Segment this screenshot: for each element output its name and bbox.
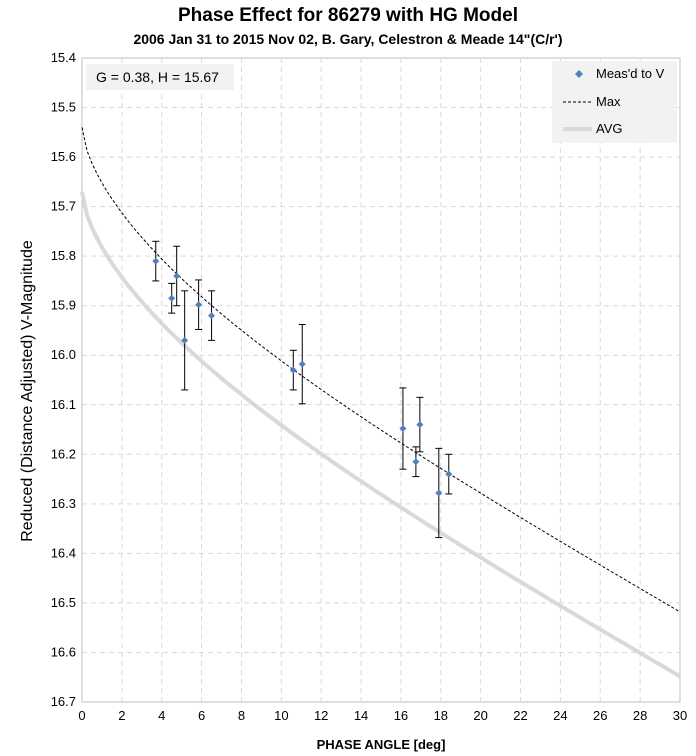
data-point: [399, 425, 407, 433]
chart-subtitle: 2006 Jan 31 to 2015 Nov 02, B. Gary, Cel…: [133, 31, 563, 47]
avg-curve: [80, 191, 682, 679]
y-tick-label: 16.0: [51, 347, 76, 362]
x-tick-labels: 0 2 4 6 8 10 12 14 16 18 20 22 24 26 28 30: [78, 708, 687, 723]
y-tick-label: 15.9: [51, 298, 76, 313]
y-axis-label: Reduced (Distance Adjusted) V-Magnitude: [19, 240, 36, 542]
x-tick-label: 4: [158, 708, 165, 723]
legend-label-measured: Meas'd to V: [596, 66, 665, 81]
y-tick-label: 16.7: [51, 694, 76, 709]
legend-marker-icon: [575, 70, 583, 78]
x-axis-label: PHASE ANGLE [deg]: [317, 737, 446, 752]
legend-label-max: Max: [596, 94, 621, 109]
data-point: [195, 301, 203, 309]
x-tick-label: 18: [434, 708, 448, 723]
grid-lines: [82, 58, 680, 702]
x-tick-label: 10: [274, 708, 288, 723]
data-point: [168, 294, 176, 302]
x-tick-label: 24: [553, 708, 567, 723]
y-tick-label: 16.5: [51, 595, 76, 610]
y-tick-label: 16.3: [51, 496, 76, 511]
data-points: [152, 240, 453, 539]
y-tick-label: 15.4: [51, 50, 76, 65]
x-tick-label: 22: [513, 708, 527, 723]
chart-title: Phase Effect for 86279 with HG Model: [178, 5, 518, 26]
y-tick-label: 15.7: [51, 199, 76, 214]
x-tick-label: 2: [118, 708, 125, 723]
y-tick-label: 15.8: [51, 248, 76, 263]
y-tick-labels: 15.4 15.5 15.6 15.7 15.8 15.9 16.0 16.1 16.2 16.3…: [51, 50, 76, 709]
data-point: [181, 336, 189, 344]
data-point: [435, 489, 443, 497]
x-tick-label: 28: [633, 708, 647, 723]
data-point: [208, 312, 216, 320]
x-tick-label: 14: [354, 708, 368, 723]
curves: [80, 127, 682, 679]
data-point: [298, 360, 306, 368]
data-point: [289, 366, 297, 374]
data-point: [173, 272, 181, 280]
y-tick-label: 16.6: [51, 644, 76, 659]
x-tick-label: 8: [238, 708, 245, 723]
y-tick-label: 15.5: [51, 100, 76, 115]
data-point: [152, 257, 160, 265]
y-tick-label: 16.2: [51, 446, 76, 461]
x-tick-label: 6: [198, 708, 205, 723]
y-tick-label: 15.6: [51, 149, 76, 164]
annotation-box: G = 0.38, H = 15.67: [86, 64, 234, 90]
data-point: [416, 421, 424, 429]
legend: Meas'd to V Max AVG: [552, 61, 677, 143]
x-tick-label: 30: [673, 708, 687, 723]
x-tick-label: 26: [593, 708, 607, 723]
y-tick-label: 16.1: [51, 397, 76, 412]
x-tick-label: 16: [394, 708, 408, 723]
legend-label-avg: AVG: [596, 121, 623, 136]
y-tick-label: 16.4: [51, 545, 76, 560]
data-point: [445, 470, 453, 478]
data-point: [412, 458, 420, 466]
plot-area: [81, 57, 681, 703]
x-tick-label: 20: [473, 708, 487, 723]
x-tick-label: 0: [78, 708, 85, 723]
hg-parameters-annotation: G = 0.38, H = 15.67: [96, 69, 219, 85]
x-tick-label: 12: [314, 708, 328, 723]
